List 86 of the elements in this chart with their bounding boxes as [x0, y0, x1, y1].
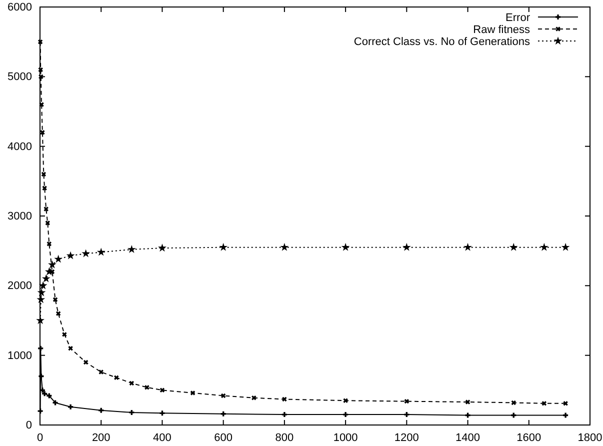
- point: [402, 242, 411, 251]
- legend-label: Error: [506, 12, 530, 24]
- point: [38, 374, 44, 379]
- x-tick-label: 1800: [578, 432, 602, 444]
- point: [40, 130, 45, 135]
- x-tick-label: 1000: [333, 432, 358, 444]
- point: [341, 242, 350, 251]
- point: [42, 274, 50, 282]
- point: [464, 242, 472, 251]
- point: [129, 380, 134, 386]
- x-tick-label: 1400: [456, 432, 480, 444]
- point: [48, 260, 56, 268]
- point: [62, 332, 67, 337]
- point: [129, 410, 134, 415]
- point: [52, 297, 58, 302]
- point: [44, 267, 54, 276]
- point: [127, 245, 136, 254]
- point: [98, 370, 104, 374]
- point: [66, 251, 75, 260]
- point: [509, 242, 518, 251]
- point: [404, 412, 410, 418]
- point: [158, 244, 166, 252]
- point: [160, 410, 165, 416]
- point: [56, 311, 61, 316]
- x-tick-label: 800: [275, 432, 294, 444]
- point: [38, 408, 43, 414]
- x-tick-label: 0: [36, 432, 44, 444]
- point: [44, 206, 48, 212]
- legend-label: Correct Class vs. No of Generations: [354, 36, 530, 48]
- point: [220, 411, 226, 416]
- point: [511, 412, 516, 418]
- point: [219, 242, 228, 251]
- point: [46, 242, 52, 246]
- y-tick-label: 0: [26, 420, 32, 432]
- point: [220, 393, 226, 398]
- x-tick-label: 1200: [394, 432, 419, 444]
- point: [42, 186, 47, 190]
- x-tick-label: 200: [92, 432, 110, 444]
- point: [114, 375, 119, 380]
- point: [38, 346, 44, 351]
- point: [160, 388, 165, 393]
- x-tick-label: 1600: [516, 432, 542, 444]
- point: [45, 220, 50, 226]
- point: [36, 295, 46, 304]
- point: [542, 401, 547, 406]
- point: [252, 395, 256, 400]
- point: [39, 102, 44, 107]
- y-tick-label: 6000: [8, 2, 32, 14]
- point: [68, 346, 73, 351]
- point: [144, 385, 150, 390]
- point: [404, 398, 410, 404]
- y-tick-label: 3000: [8, 210, 32, 223]
- y-tick-label: 5000: [8, 71, 32, 84]
- point: [54, 254, 63, 263]
- point: [343, 412, 348, 418]
- point: [282, 412, 287, 418]
- point: [36, 316, 45, 324]
- point: [563, 401, 568, 406]
- point: [280, 242, 289, 251]
- point: [37, 288, 46, 296]
- point: [46, 393, 52, 398]
- point: [52, 400, 58, 406]
- x-tick-label: 400: [153, 432, 172, 444]
- y-tick-label: 2000: [8, 280, 32, 292]
- x-tick-label: 600: [214, 432, 233, 444]
- point: [98, 408, 104, 413]
- point: [38, 281, 48, 290]
- point: [96, 248, 106, 256]
- point: [282, 396, 287, 402]
- point: [540, 242, 548, 251]
- point: [563, 412, 568, 418]
- point: [511, 400, 516, 406]
- point: [83, 360, 88, 365]
- y-tick-label: 4000: [8, 140, 32, 153]
- point: [343, 398, 348, 403]
- point: [68, 404, 74, 410]
- point: [465, 412, 470, 418]
- y-tick-label: 1000: [8, 350, 32, 362]
- point: [41, 172, 46, 177]
- point: [38, 67, 43, 72]
- point: [82, 249, 90, 258]
- point: [190, 390, 196, 396]
- point: [42, 391, 48, 396]
- legend-label: Raw fitness: [473, 24, 530, 36]
- point: [38, 39, 43, 44]
- point: [561, 242, 570, 251]
